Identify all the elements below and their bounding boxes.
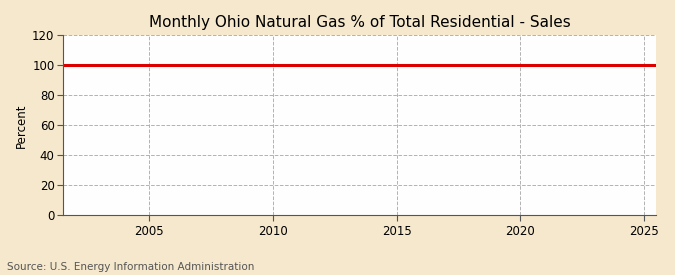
Text: Source: U.S. Energy Information Administration: Source: U.S. Energy Information Administ… (7, 262, 254, 272)
Title: Monthly Ohio Natural Gas % of Total Residential - Sales: Monthly Ohio Natural Gas % of Total Resi… (148, 15, 570, 30)
Y-axis label: Percent: Percent (15, 103, 28, 148)
